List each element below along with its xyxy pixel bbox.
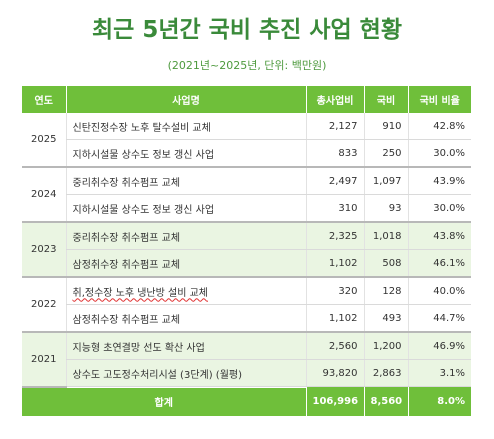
total-cost: 2,325 [305, 222, 364, 250]
project-name: 상수도 고도정수처리시설 (3단계) (월평) [65, 359, 306, 387]
national-ratio: 43.9% [407, 167, 471, 195]
total-sum-ratio: 8.0% [407, 386, 471, 416]
national-ratio: 40.0% [407, 277, 471, 305]
total-cost: 1,102 [305, 304, 364, 333]
national-cost: 2,863 [363, 359, 408, 387]
national-ratio: 42.8% [407, 113, 471, 140]
year-cell: 2024 [22, 167, 66, 223]
page-title: 최근 5년간 국비 추진 사업 현황 [92, 17, 402, 43]
national-cost: 493 [363, 304, 408, 333]
table-row: 2025 신탄진정수장 노후 탈수설비 교체 2,127 910 42.8% [22, 113, 471, 168]
project-name: 지능형 초연결망 선도 확산 사업 [65, 332, 306, 360]
project-name: 취,정수장 노후 냉난방 설비 교체 [65, 277, 306, 305]
national-ratio: 46.9% [407, 332, 471, 360]
table-row: 2023 중리취수장 취수펌프 교체 2,325 1,018 43.8% [22, 222, 471, 278]
total-cost: 320 [305, 277, 364, 305]
year-cell: 2025 [22, 113, 66, 168]
project-name: 지하시설물 상수도 정보 갱신 사업 [65, 139, 306, 168]
project-name: 신탄진정수장 노후 탈수설비 교체 [65, 113, 306, 140]
national-ratio: 43.8% [407, 222, 471, 250]
national-cost: 910 [363, 113, 408, 140]
total-cost: 2,127 [305, 113, 364, 140]
project-name: 지하시설물 상수도 정보 갱신 사업 [65, 194, 306, 223]
table-row: 2021 지능형 초연결망 선도 확산 사업 2,560 1,200 46.9% [22, 332, 471, 388]
table-row: 상수도 고도정수처리시설 (3단계) (월평) 93,820 2,863 3.1… [22, 359, 471, 387]
table-row: 2024 중리취수장 취수펌프 교체 2,497 1,097 43.9% [22, 167, 471, 223]
national-cost: 93 [363, 194, 408, 223]
table-row: 지하시설물 상수도 정보 갱신 사업 310 93 30.0% [22, 194, 471, 223]
project-name: 삼정취수장 취수펌프 교체 [65, 304, 306, 333]
total-cost: 1,102 [305, 249, 364, 278]
national-ratio: 30.0% [407, 194, 471, 223]
table-row: 삼정취수장 취수펌프 교체 1,102 508 46.1% [22, 249, 471, 278]
national-ratio: 44.7% [407, 304, 471, 333]
table-row: 삼정취수장 취수펌프 교체 1,102 493 44.7% [22, 304, 471, 333]
total-cost: 93,820 [305, 359, 364, 387]
project-name: 삼정취수장 취수펌프 교체 [65, 249, 306, 278]
national-cost: 250 [363, 139, 408, 168]
year-cell: 2021 [22, 332, 66, 388]
national-ratio: 30.0% [407, 139, 471, 168]
header-project: 사업명 [65, 86, 306, 113]
spell-flagged-text: 취,정수장 노후 냉난방 설비 교체 [72, 287, 209, 299]
project-name: 중리취수장 취수펌프 교체 [65, 167, 306, 195]
total-cost: 2,560 [305, 332, 364, 360]
total-label: 합계 [22, 386, 306, 416]
national-cost: 1,097 [363, 167, 408, 195]
total-cost: 833 [305, 139, 364, 168]
total-sum-national: 8,560 [363, 386, 408, 416]
national-cost: 128 [363, 277, 408, 305]
national-cost: 1,018 [363, 222, 408, 250]
national-cost: 1,200 [363, 332, 408, 360]
header-ratio: 국비 비율 [407, 86, 471, 113]
header-national: 국비 [363, 86, 408, 113]
table-header-row: 연도 사업명 총사업비 국비 국비 비율 [22, 86, 471, 113]
year-cell: 2023 [22, 222, 66, 278]
national-cost: 508 [363, 249, 408, 278]
national-ratio: 46.1% [407, 249, 471, 278]
header-total-cost: 총사업비 [305, 86, 364, 113]
table-row: 지하시설물 상수도 정보 갱신 사업 833 250 30.0% [22, 139, 471, 168]
total-sum-cost: 106,996 [305, 386, 364, 416]
total-cost: 310 [305, 194, 364, 223]
header-year: 연도 [22, 86, 66, 113]
total-cost: 2,497 [305, 167, 364, 195]
project-table: 연도 사업명 총사업비 국비 국비 비율 2025 신탄진정수장 노후 탈수설비… [22, 86, 471, 416]
national-ratio: 3.1% [407, 359, 471, 387]
table-row: 2022 취,정수장 노후 냉난방 설비 교체 320 128 40.0% [22, 277, 471, 333]
project-name: 중리취수장 취수펌프 교체 [65, 222, 306, 250]
page-subtitle: (2021년~2025년, 단위: 백만원) [167, 59, 327, 72]
total-row: 합계 106,996 8,560 8.0% [22, 386, 471, 416]
year-cell: 2022 [22, 277, 66, 333]
